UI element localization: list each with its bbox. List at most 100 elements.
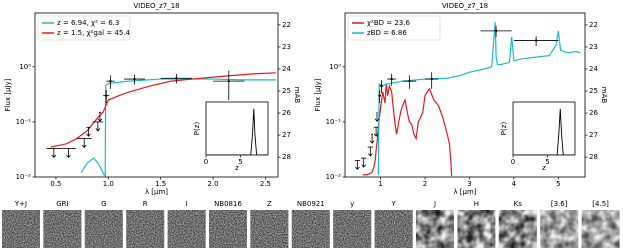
y2-tick-label: 26: [282, 109, 291, 117]
limit-arrow: [81, 138, 87, 149]
chart-title: VIDEO_z7_18: [442, 2, 488, 10]
y2-tick-label: 24: [589, 65, 598, 73]
photometry-point: [133, 77, 136, 81]
photometry-point: [534, 39, 538, 42]
cutouts: Y+J GRI G R I NB0816 Z NB0921 y Y J H Ks [3.6] [4.5]: [2, 200, 620, 248]
inset-background: [513, 102, 575, 155]
legend-box: [347, 15, 441, 41]
cutout-image: [2, 210, 40, 248]
sed-line: [513, 108, 575, 155]
photometry-point: [494, 29, 498, 33]
cutout-label: G: [101, 200, 106, 208]
legend-label: z = 1.5, χ²gal = 45.4: [57, 29, 131, 37]
plot-area: [513, 108, 575, 155]
x-tick-label: 5: [545, 158, 549, 166]
y2-tick-label: 27: [282, 131, 291, 139]
cutout-image: [291, 210, 330, 248]
y2-tick-label: 25: [589, 87, 598, 95]
y2-tick-label: 23: [282, 43, 291, 51]
y2-tick-label: 22: [282, 21, 291, 29]
axes-frame: [512, 101, 576, 156]
plot-area: [354, 22, 581, 176]
inset: 0 5z P(z): [500, 101, 576, 172]
cutout-image: [126, 210, 165, 248]
y2-axis-label: mAB: [600, 87, 608, 104]
x-tick-label: 0: [511, 158, 515, 166]
y-tick-label: 10⁻²: [326, 173, 342, 181]
limit-arrow: [373, 127, 379, 137]
cutout-image: [374, 210, 413, 248]
y2-tick-label: 24: [282, 65, 291, 73]
cutout-image: [333, 210, 372, 248]
limit-arrow: [51, 148, 57, 159]
axes-frame: [205, 101, 269, 156]
cutout-label: GRI: [56, 200, 68, 208]
limit-arrow: [368, 147, 373, 157]
y2-tick-label: 27: [589, 131, 598, 139]
limit-arrow: [86, 127, 91, 137]
x-axis-label: λ [μm]: [145, 188, 168, 196]
limit-arrow: [97, 112, 103, 122]
x-axis-label: λ [μm]: [453, 188, 476, 196]
y-tick-label: 10⁰: [19, 63, 31, 71]
y2-tick-label: 26: [589, 109, 598, 117]
cutout-label: I: [186, 200, 188, 208]
x-tick-label: 4: [512, 180, 517, 188]
limit-arrow: [66, 148, 71, 159]
cutout-image: [43, 210, 82, 248]
photometry-point: [227, 79, 230, 83]
limit-arrow: [355, 160, 360, 171]
sed-line: [50, 72, 276, 148]
axes-frame: [34, 12, 279, 178]
sed-line: [80, 78, 276, 177]
x-axis-label: z: [542, 164, 546, 172]
cutout-label: Ks: [514, 200, 523, 208]
cutout-image: [457, 210, 496, 248]
x-tick-label: 0.5: [50, 180, 61, 188]
x-tick-label: 5: [238, 158, 242, 166]
photometry-point: [378, 94, 381, 97]
y2-tick-label: 28: [282, 153, 291, 161]
limit-arrow: [374, 112, 380, 122]
y-tick-label: 10⁻²: [16, 173, 32, 181]
cutout-image: [540, 210, 579, 248]
y2-tick-label: 25: [282, 87, 291, 95]
cutout-label: J: [433, 200, 436, 208]
photometry-point: [408, 79, 411, 83]
cutout-image: [209, 210, 247, 248]
limit-arrow: [361, 158, 366, 168]
panel: VIDEO_z7_18 0.5 1.0 1.5 2.0 2.5 10⁻² 10⁻¹ 10⁰ 22 2…: [4, 2, 301, 196]
limit-arrow: [95, 121, 101, 132]
y-tick-label: 10⁰: [329, 63, 341, 71]
y2-axis-label: mAB: [293, 87, 301, 104]
inset-background: [206, 102, 268, 155]
y-tick-label: 10⁻¹: [326, 118, 342, 126]
cutout-label: R: [143, 200, 148, 208]
limit-arrow: [369, 134, 375, 144]
legend-label: χ²BD = 23.6: [367, 19, 410, 27]
photometry-point: [390, 77, 393, 81]
y2-tick-label: 28: [589, 153, 598, 161]
cutout-label: y: [350, 200, 354, 208]
cutout-label: Y+J: [14, 200, 27, 208]
cutout-label: NB0921: [297, 200, 325, 208]
cutout-label: H: [474, 200, 479, 208]
sed-line: [206, 108, 268, 155]
cutout-label: Y: [390, 200, 396, 208]
x-tick-label: 1.5: [155, 180, 166, 188]
photometry-point: [430, 77, 433, 81]
legend-label: zBD = 6.86: [367, 29, 407, 37]
y-axis-label: P(z): [500, 122, 508, 136]
photometry-point: [175, 77, 178, 80]
axes-frame: [344, 12, 586, 178]
legend-label: z = 6.94, χ² = 6.3: [57, 19, 119, 27]
photometry-point: [380, 84, 383, 88]
y-tick-label: 10⁻¹: [16, 118, 32, 126]
panel: VIDEO_z7_181 2 3 4 510⁻²10⁻¹10⁰2223242526272…: [314, 2, 608, 196]
photometry-point: [109, 79, 112, 83]
x-tick-label: 5: [556, 180, 560, 188]
cutout-label: NB0816: [214, 200, 242, 208]
y-axis-label: P(z): [193, 122, 201, 136]
x-tick-label: 1.0: [103, 180, 114, 188]
